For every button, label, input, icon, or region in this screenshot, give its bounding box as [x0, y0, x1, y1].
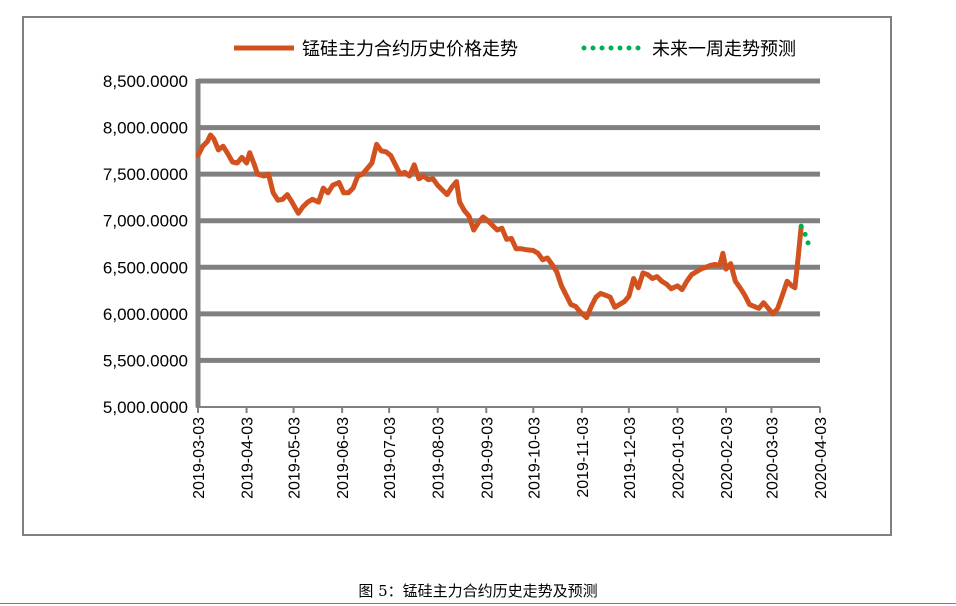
legend-label: 锰硅主力合约历史价格走势	[302, 39, 518, 60]
price-history-line	[195, 132, 804, 321]
x-tick-label: 2020-04-03	[813, 417, 830, 499]
y-tick-label: 6,500.0000	[103, 258, 188, 277]
x-tick-label: 2019-10-03	[526, 417, 543, 499]
x-tick-label: 2020-03-03	[764, 417, 781, 499]
legend: 锰硅主力合约历史价格走势 未来一周走势预测	[234, 39, 796, 60]
series-lines	[195, 132, 814, 321]
chart-frame: 5,000.0000 5,500.0000 6,000.0000 6,500.0000…	[22, 16, 892, 536]
x-tick-label: 2019-08-03	[431, 417, 448, 499]
x-tick-label: 2019-09-03	[479, 417, 496, 499]
x-tick-label: 2019-04-03	[240, 417, 257, 499]
gridlines	[198, 78, 820, 363]
x-tick-label: 2019-07-03	[382, 417, 399, 499]
x-tick-label: 2019-05-03	[287, 417, 304, 499]
legend-item-history: 锰硅主力合约历史价格走势	[234, 39, 518, 60]
figure-caption: 图 5：锰硅主力合约历史走势及预测	[358, 582, 598, 600]
y-tick-label: 5,500.0000	[103, 351, 188, 370]
x-tick-label: 2019-11-03	[575, 417, 592, 498]
x-tick-label: 2019-06-03	[335, 417, 352, 499]
y-tick-label: 5,000.0000	[103, 398, 188, 417]
divider	[0, 603, 956, 604]
y-tick-label: 8,000.0000	[103, 119, 188, 138]
x-tick-label: 2019-12-03	[622, 417, 639, 499]
legend-item-forecast: 未来一周走势预测	[581, 39, 796, 60]
x-tick-label: 2020-02-03	[719, 417, 736, 499]
y-tick-label: 7,500.0000	[103, 165, 188, 184]
y-tick-label: 7,000.0000	[103, 212, 188, 231]
axes: 5,000.0000 5,500.0000 6,000.0000 6,500.0000…	[103, 72, 830, 499]
legend-label: 未来一周走势预测	[652, 39, 796, 60]
line-chart: 5,000.0000 5,500.0000 6,000.0000 6,500.0000…	[103, 39, 830, 499]
forecast-line	[798, 223, 814, 253]
x-tick-label: 2019-03-03	[191, 417, 208, 499]
y-tick-label: 6,000.0000	[103, 305, 188, 324]
y-tick-label: 8,500.0000	[103, 72, 188, 91]
x-tick-label: 2020-01-03	[670, 417, 687, 499]
